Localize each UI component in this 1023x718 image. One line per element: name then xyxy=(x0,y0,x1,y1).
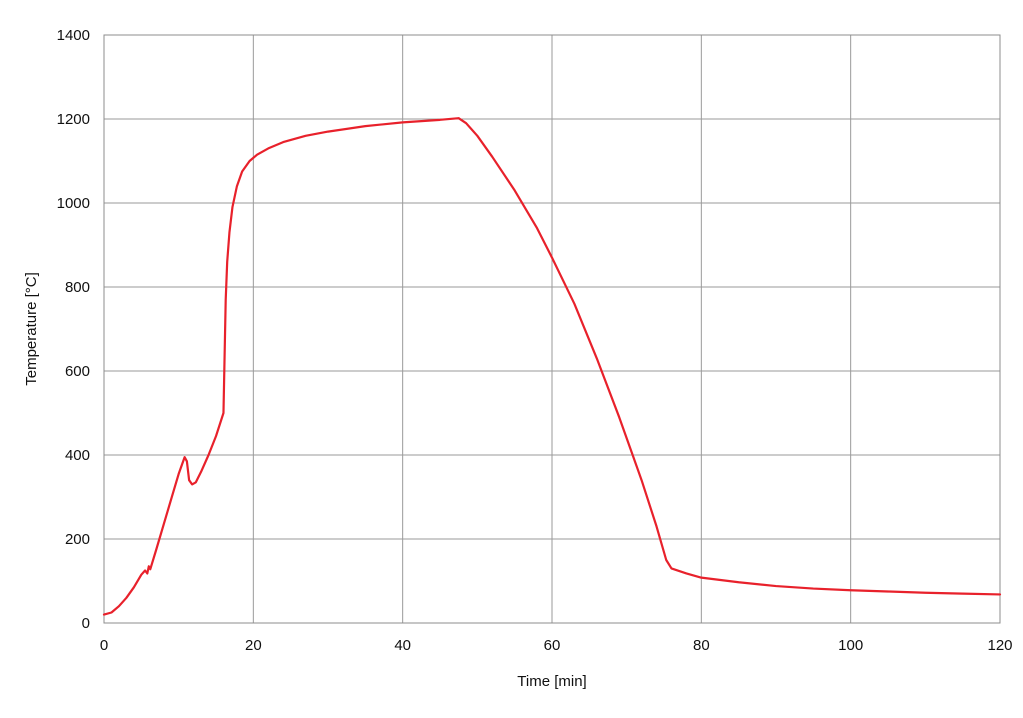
x-axis-tick-labels: 0 20 40 60 80 100 120 xyxy=(100,637,1013,654)
y-tick-label: 200 xyxy=(65,531,90,548)
x-tick-label: 120 xyxy=(987,637,1012,654)
plot-area-frame xyxy=(103,34,1001,624)
temperature-series-line xyxy=(102,117,1002,616)
x-axis-title: Time [min] xyxy=(517,673,586,690)
y-tick-label: 400 xyxy=(65,447,90,464)
x-tick-label: 80 xyxy=(693,637,710,654)
x-tick-label: 60 xyxy=(544,637,561,654)
y-axis-title: Temperature [°C] xyxy=(23,272,40,386)
y-tick-label: 1200 xyxy=(57,111,90,128)
y-tick-label: 600 xyxy=(65,363,90,380)
grid-lines xyxy=(103,34,1001,624)
x-tick-label: 0 xyxy=(100,637,108,654)
y-tick-label: 1000 xyxy=(57,195,90,212)
x-tick-label: 20 xyxy=(245,637,262,654)
y-tick-label: 1400 xyxy=(57,27,90,44)
y-tick-label: 800 xyxy=(65,279,90,296)
x-tick-label: 100 xyxy=(838,637,863,654)
y-axis-tick-labels: 0 200 400 600 800 1000 1200 1400 xyxy=(57,27,90,632)
y-tick-label: 0 xyxy=(82,615,90,632)
x-tick-label: 40 xyxy=(394,637,411,654)
